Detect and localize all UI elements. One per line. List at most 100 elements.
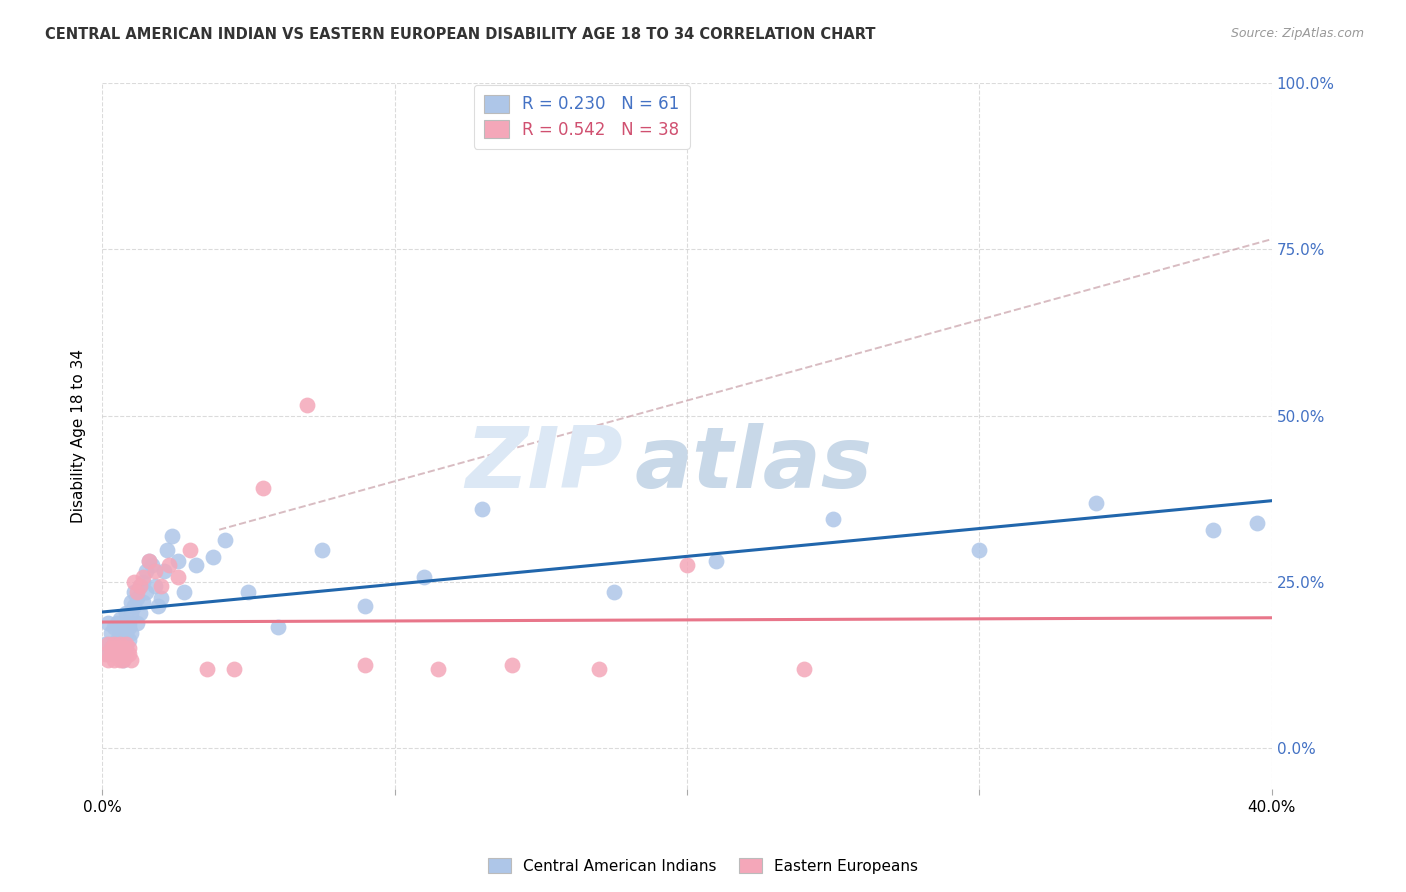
Point xyxy=(120,606,142,620)
Point xyxy=(97,616,120,631)
Point xyxy=(132,595,155,609)
Point xyxy=(117,640,139,655)
Text: ZIP: ZIP xyxy=(465,423,623,506)
Y-axis label: Disability Age 18 to 34: Disability Age 18 to 34 xyxy=(72,350,86,524)
Point xyxy=(149,591,172,606)
Point xyxy=(143,564,166,578)
Point xyxy=(135,564,157,578)
Point xyxy=(103,637,125,651)
Legend: Central American Indians, Eastern Europeans: Central American Indians, Eastern Europe… xyxy=(481,852,925,880)
Point xyxy=(105,632,128,647)
Point xyxy=(97,653,120,667)
Point xyxy=(111,653,134,667)
Point xyxy=(823,512,845,526)
Point xyxy=(129,606,152,620)
Point xyxy=(103,637,125,651)
Point xyxy=(159,558,181,572)
Point xyxy=(111,637,134,651)
Point xyxy=(132,574,155,589)
Point xyxy=(124,574,146,589)
Point xyxy=(202,549,225,564)
Point xyxy=(94,647,117,661)
Point xyxy=(149,579,172,593)
Point xyxy=(179,543,201,558)
Point xyxy=(152,564,174,578)
Point xyxy=(108,640,131,655)
Point xyxy=(120,626,142,640)
Point xyxy=(105,647,128,661)
Point xyxy=(127,585,149,599)
Point xyxy=(162,529,184,543)
Point xyxy=(143,579,166,593)
Point xyxy=(117,616,139,631)
Point xyxy=(127,616,149,631)
Point xyxy=(167,554,190,568)
Point xyxy=(138,554,160,568)
Text: CENTRAL AMERICAN INDIAN VS EASTERN EUROPEAN DISABILITY AGE 18 TO 34 CORRELATION : CENTRAL AMERICAN INDIAN VS EASTERN EUROP… xyxy=(45,27,876,42)
Point xyxy=(97,637,120,651)
Point xyxy=(222,662,245,676)
Point xyxy=(103,620,125,634)
Point xyxy=(129,579,152,593)
Point xyxy=(135,585,157,599)
Point xyxy=(114,606,136,620)
Point xyxy=(127,591,149,606)
Point xyxy=(471,502,494,516)
Point xyxy=(100,640,122,655)
Point xyxy=(97,647,120,661)
Point xyxy=(105,616,128,631)
Point xyxy=(295,398,318,412)
Point xyxy=(354,657,377,672)
Point xyxy=(603,585,626,599)
Point xyxy=(167,570,190,584)
Point xyxy=(100,640,122,655)
Point xyxy=(117,647,139,661)
Point xyxy=(120,595,142,609)
Point xyxy=(105,647,128,661)
Point xyxy=(704,554,727,568)
Point xyxy=(114,649,136,664)
Point xyxy=(108,637,131,651)
Point xyxy=(111,640,134,655)
Point xyxy=(105,640,128,655)
Point xyxy=(111,620,134,634)
Point xyxy=(108,653,131,667)
Point xyxy=(427,662,450,676)
Point xyxy=(155,543,177,558)
Point xyxy=(117,620,139,634)
Point xyxy=(124,599,146,614)
Point xyxy=(138,554,160,568)
Point xyxy=(94,637,117,651)
Point xyxy=(1202,523,1225,537)
Point xyxy=(114,637,136,651)
Point xyxy=(214,533,236,547)
Point xyxy=(100,647,122,661)
Point xyxy=(412,570,434,584)
Text: atlas: atlas xyxy=(634,423,873,506)
Point xyxy=(1085,496,1108,510)
Point xyxy=(184,558,207,572)
Point xyxy=(117,632,139,647)
Point xyxy=(197,662,219,676)
Point xyxy=(173,585,195,599)
Point xyxy=(120,653,142,667)
Point xyxy=(676,558,699,572)
Point xyxy=(354,599,377,614)
Point xyxy=(108,612,131,626)
Point xyxy=(129,579,152,593)
Point xyxy=(252,481,274,495)
Text: Source: ZipAtlas.com: Source: ZipAtlas.com xyxy=(1230,27,1364,40)
Point xyxy=(114,640,136,655)
Point xyxy=(111,653,134,667)
Point xyxy=(588,662,610,676)
Point xyxy=(238,585,260,599)
Point xyxy=(793,662,815,676)
Point xyxy=(266,620,288,634)
Point xyxy=(311,543,333,558)
Point xyxy=(114,626,136,640)
Point xyxy=(103,653,125,667)
Point xyxy=(124,585,146,599)
Point xyxy=(132,570,155,584)
Point xyxy=(146,599,169,614)
Point xyxy=(1246,516,1268,531)
